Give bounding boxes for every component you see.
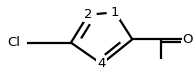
Text: Cl: Cl [7,36,20,49]
Text: O: O [183,33,193,46]
Text: 2: 2 [84,8,93,21]
Text: 4: 4 [97,57,106,70]
Text: 1: 1 [111,6,119,19]
